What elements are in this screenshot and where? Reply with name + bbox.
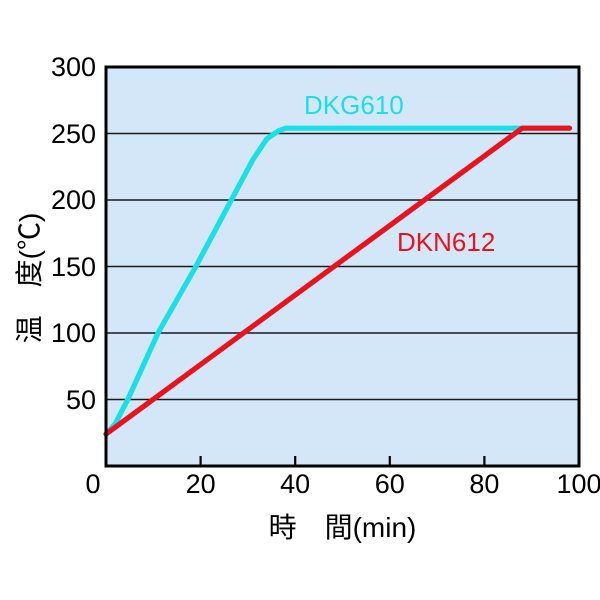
y-tick-label-300: 300: [50, 52, 96, 82]
x-axis-label: 時 間(min): [268, 512, 417, 543]
plot-border: [104, 65, 581, 468]
series-line-dkn612: [103, 125, 573, 437]
x-tick-label-80: 80: [469, 469, 500, 499]
x-tick-label-100: 100: [556, 469, 600, 499]
y-tick-label-50: 50: [65, 384, 96, 415]
y-tick-label-150: 150: [50, 251, 96, 282]
series-label-dkn612: DKN612: [397, 227, 496, 257]
y-tick-label-250: 250: [50, 118, 96, 149]
x-tick-label-0: 0: [85, 469, 101, 499]
series-label-dkg610: DKG610: [304, 90, 404, 120]
y-tick-label-100: 100: [50, 318, 96, 348]
x-tick-label-40: 40: [280, 469, 311, 499]
series-line-dkg610: [103, 125, 573, 437]
plot-area: [103, 65, 581, 468]
x-tick-label-20: 20: [185, 469, 216, 499]
x-tick-label-60: 60: [374, 469, 405, 499]
y-tick-label-200: 200: [50, 185, 96, 215]
